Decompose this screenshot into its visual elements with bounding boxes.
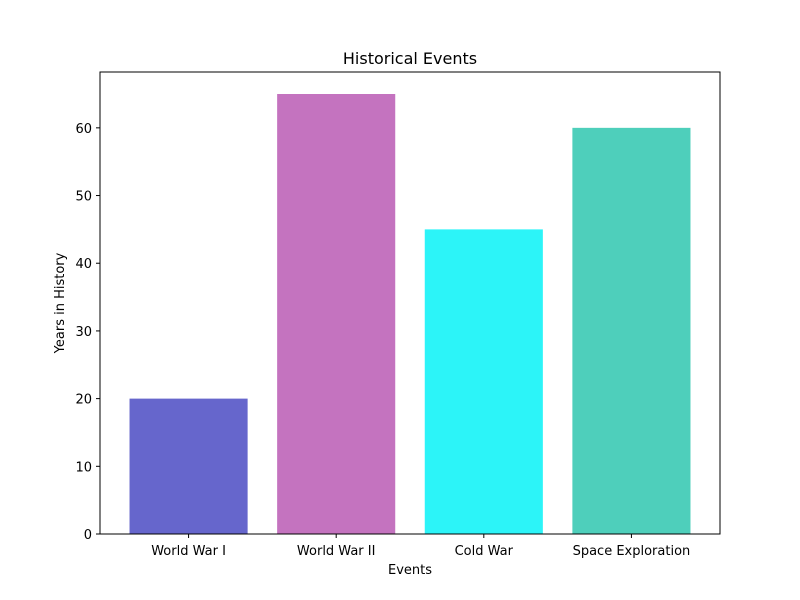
y-axis: 0 10 20 30 40 50 60 xyxy=(75,122,100,543)
bar-world-war-i xyxy=(129,398,248,534)
bar-world-war-ii xyxy=(277,94,396,534)
plot-frame xyxy=(99,71,721,535)
bar-space-exploration xyxy=(572,127,691,534)
bar-cold-war xyxy=(424,229,543,534)
y-tick-label: 20 xyxy=(75,393,92,408)
x-axis-label: Events xyxy=(388,563,432,578)
x-tick-label: World War I xyxy=(151,544,226,559)
x-tick-label: Cold War xyxy=(455,544,514,559)
y-tick-label: 10 xyxy=(75,460,92,475)
x-tick-label: Space Exploration xyxy=(573,544,691,559)
x-tick-label: World War II xyxy=(297,544,376,559)
bar-group xyxy=(129,94,691,534)
x-axis: World War I World War II Cold War Space Exp… xyxy=(151,534,690,559)
y-axis-label: Years in History xyxy=(53,252,68,354)
chart-title: Historical Events xyxy=(343,49,477,68)
y-tick-label: 30 xyxy=(75,325,92,340)
y-tick-label: 0 xyxy=(84,528,92,543)
y-tick-label: 50 xyxy=(75,190,92,205)
y-tick-label: 60 xyxy=(75,122,92,137)
y-tick-label: 40 xyxy=(75,257,92,272)
